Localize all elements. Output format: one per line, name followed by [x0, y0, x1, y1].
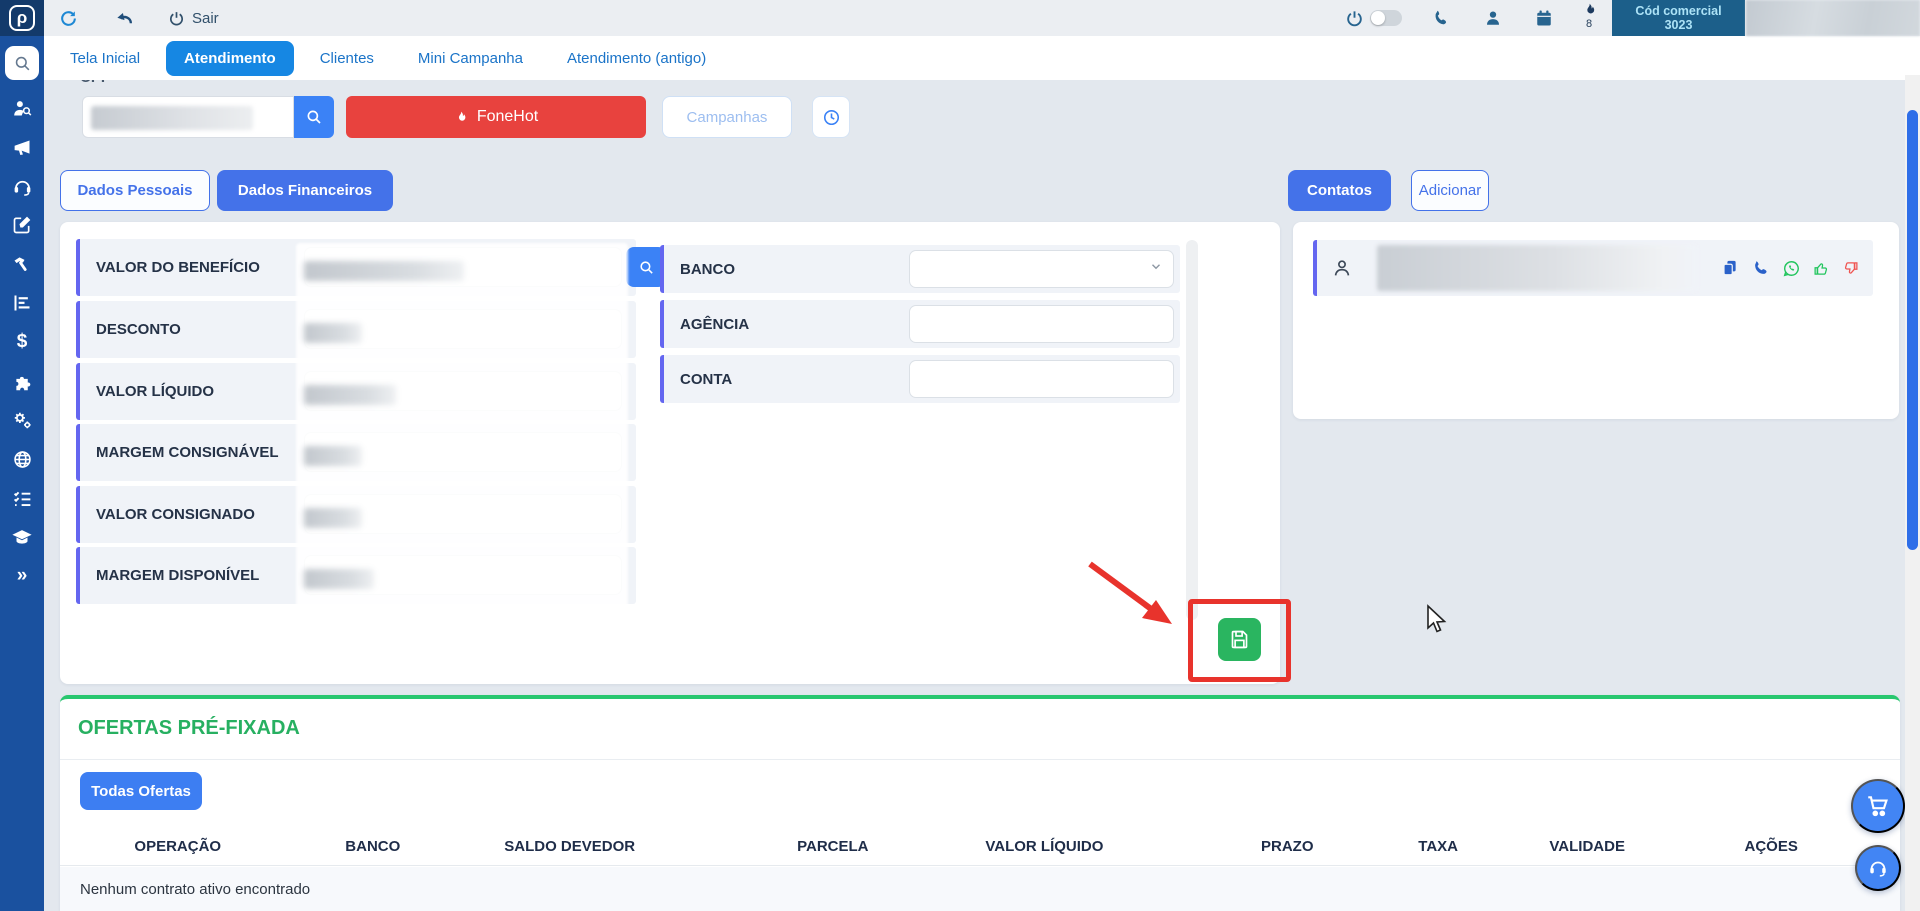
bar-chart-icon[interactable] — [11, 292, 33, 314]
phone-icon[interactable] — [1430, 8, 1450, 28]
contacts-card — [1293, 222, 1899, 419]
whatsapp-icon[interactable] — [1782, 259, 1801, 278]
tab-mini-campanha[interactable]: Mini Campanha — [417, 49, 523, 67]
fonehot-counter[interactable]: 8 — [1577, 1, 1601, 35]
power-icon — [168, 10, 185, 27]
collapse-icon[interactable]: » — [16, 565, 28, 586]
logo-icon: ρ — [9, 5, 35, 31]
graduation-cap-icon[interactable] — [11, 526, 33, 548]
tab-clientes[interactable]: Clientes — [319, 49, 374, 67]
flame-icon — [1582, 1, 1597, 19]
redacted-contact-name — [1377, 245, 1697, 291]
divider — [60, 759, 1900, 760]
hammer-icon[interactable] — [11, 253, 33, 275]
page-scrollbar-thumb[interactable] — [1906, 110, 1918, 550]
col-acoes: AÇÕES — [1744, 838, 1798, 855]
thumbs-down-icon[interactable] — [1842, 260, 1859, 277]
sidebar-nav: $ » — [0, 36, 44, 911]
conta-input[interactable] — [909, 360, 1174, 398]
cpf-label: CPF — [80, 76, 110, 86]
agencia-input[interactable] — [909, 305, 1174, 343]
contact-person-icon — [1331, 257, 1353, 279]
field-agencia: AGÊNCIA — [660, 300, 1180, 348]
calendar-icon[interactable] — [1534, 8, 1554, 28]
ofertas-section: OFERTAS PRÉ-FIXADA Todas Ofertas OPERAÇÃ… — [60, 695, 1900, 911]
checklist-icon[interactable] — [11, 487, 33, 509]
save-button[interactable] — [1218, 618, 1261, 661]
tab-tela-inicial[interactable]: Tela Inicial — [70, 49, 141, 67]
tab-atendimento-antigo[interactable]: Atendimento (antigo) — [566, 49, 707, 67]
add-contact-button[interactable]: Adicionar — [1411, 170, 1489, 211]
flame-icon — [454, 109, 468, 126]
main-tab-bar: Tela Inicial Atendimento Clientes Mini C… — [44, 36, 1920, 80]
tab-contatos[interactable]: Contatos — [1288, 170, 1391, 211]
tab-dados-financeiros[interactable]: Dados Financeiros — [217, 170, 393, 211]
contact-row[interactable] — [1313, 240, 1873, 296]
tab-atendimento[interactable]: Atendimento — [166, 40, 294, 76]
empty-state-row: Nenhum contrato ativo encontrado — [60, 867, 1900, 911]
col-parcela: PARCELA — [797, 838, 869, 855]
redacted-user-info — [1746, 0, 1920, 36]
power-toggle-icon[interactable] — [1344, 8, 1364, 28]
top-bar: ρ Sair 8 Cód comercial 3023 — [0, 0, 1920, 36]
cpf-search-button[interactable] — [294, 96, 334, 138]
campanhas-button[interactable]: Campanhas — [662, 96, 792, 138]
gears-icon[interactable] — [11, 409, 33, 431]
history-clock-button[interactable] — [812, 96, 850, 138]
col-banco: BANCO — [345, 838, 401, 855]
col-valor-liquido: VALOR LÍQUIDO — [985, 838, 1104, 855]
edit-icon[interactable] — [11, 214, 33, 236]
user-icon[interactable] — [1483, 8, 1503, 28]
phone-icon[interactable] — [1751, 259, 1770, 278]
fonehot-button[interactable]: FoneHot — [346, 96, 646, 138]
fonehot-label: FoneHot — [476, 108, 539, 125]
globe-icon[interactable] — [11, 448, 33, 470]
puzzle-icon[interactable] — [11, 370, 33, 392]
mouse-cursor — [1427, 604, 1447, 633]
beneficio-search-button[interactable] — [626, 247, 666, 287]
financial-data-card: VALOR DO BENEFÍCIO DESCONTO VALOR LÍQUID… — [60, 222, 1280, 684]
page-scrollbar[interactable] — [1905, 75, 1920, 911]
user-search-icon[interactable] — [11, 97, 33, 119]
field-conta: CONTA — [660, 355, 1180, 403]
banco-select[interactable] — [909, 250, 1174, 288]
col-prazo: PRAZO — [1261, 838, 1314, 855]
cart-floating-button[interactable] — [1851, 779, 1905, 833]
megaphone-icon[interactable] — [11, 136, 33, 158]
col-saldo-devedor: SALDO DEVEDOR — [504, 838, 636, 855]
thumbs-up-icon[interactable] — [1813, 260, 1830, 277]
flame-count: 8 — [1585, 18, 1593, 30]
ofertas-title: OFERTAS PRÉ-FIXADA — [78, 717, 300, 739]
support-headset-button[interactable] — [1855, 845, 1901, 891]
sidebar-item-search[interactable] — [5, 46, 39, 80]
redacted-cpf-value — [91, 106, 253, 130]
app-logo[interactable]: ρ — [0, 0, 44, 36]
commercial-code-badge: Cód comercial 3023 — [1612, 0, 1745, 36]
col-taxa: TAXA — [1418, 838, 1459, 855]
tab-dados-pessoais[interactable]: Dados Pessoais — [60, 170, 210, 211]
col-validade: VALIDADE — [1549, 838, 1625, 855]
cpf-input[interactable] — [82, 96, 294, 138]
ofertas-table-header: OPERAÇÃO BANCO SALDO DEVEDOR PARCELA VAL… — [60, 829, 1900, 866]
redacted-financial-values — [296, 243, 628, 616]
status-toggle[interactable] — [1370, 10, 1402, 26]
logout-button[interactable]: Sair — [168, 0, 219, 36]
tabbar-cap — [1905, 36, 1920, 75]
logout-label: Sair — [192, 9, 219, 27]
field-banco: BANCO — [660, 245, 1180, 293]
dollar-icon[interactable]: $ — [16, 331, 28, 352]
chevron-down-icon — [1149, 260, 1163, 279]
copy-icon[interactable] — [1721, 259, 1739, 277]
commercial-code-number: 3023 — [1664, 18, 1693, 32]
col-operacao: OPERAÇÃO — [134, 838, 222, 855]
empty-message: Nenhum contrato ativo encontrado — [80, 881, 311, 898]
todas-ofertas-button[interactable]: Todas Ofertas — [80, 772, 202, 810]
undo-icon[interactable] — [114, 8, 134, 28]
commercial-code-label: Cód comercial — [1635, 4, 1722, 18]
headset-icon[interactable] — [11, 175, 33, 197]
refresh-icon[interactable] — [58, 8, 78, 28]
form-scrollbar[interactable] — [1186, 240, 1198, 620]
